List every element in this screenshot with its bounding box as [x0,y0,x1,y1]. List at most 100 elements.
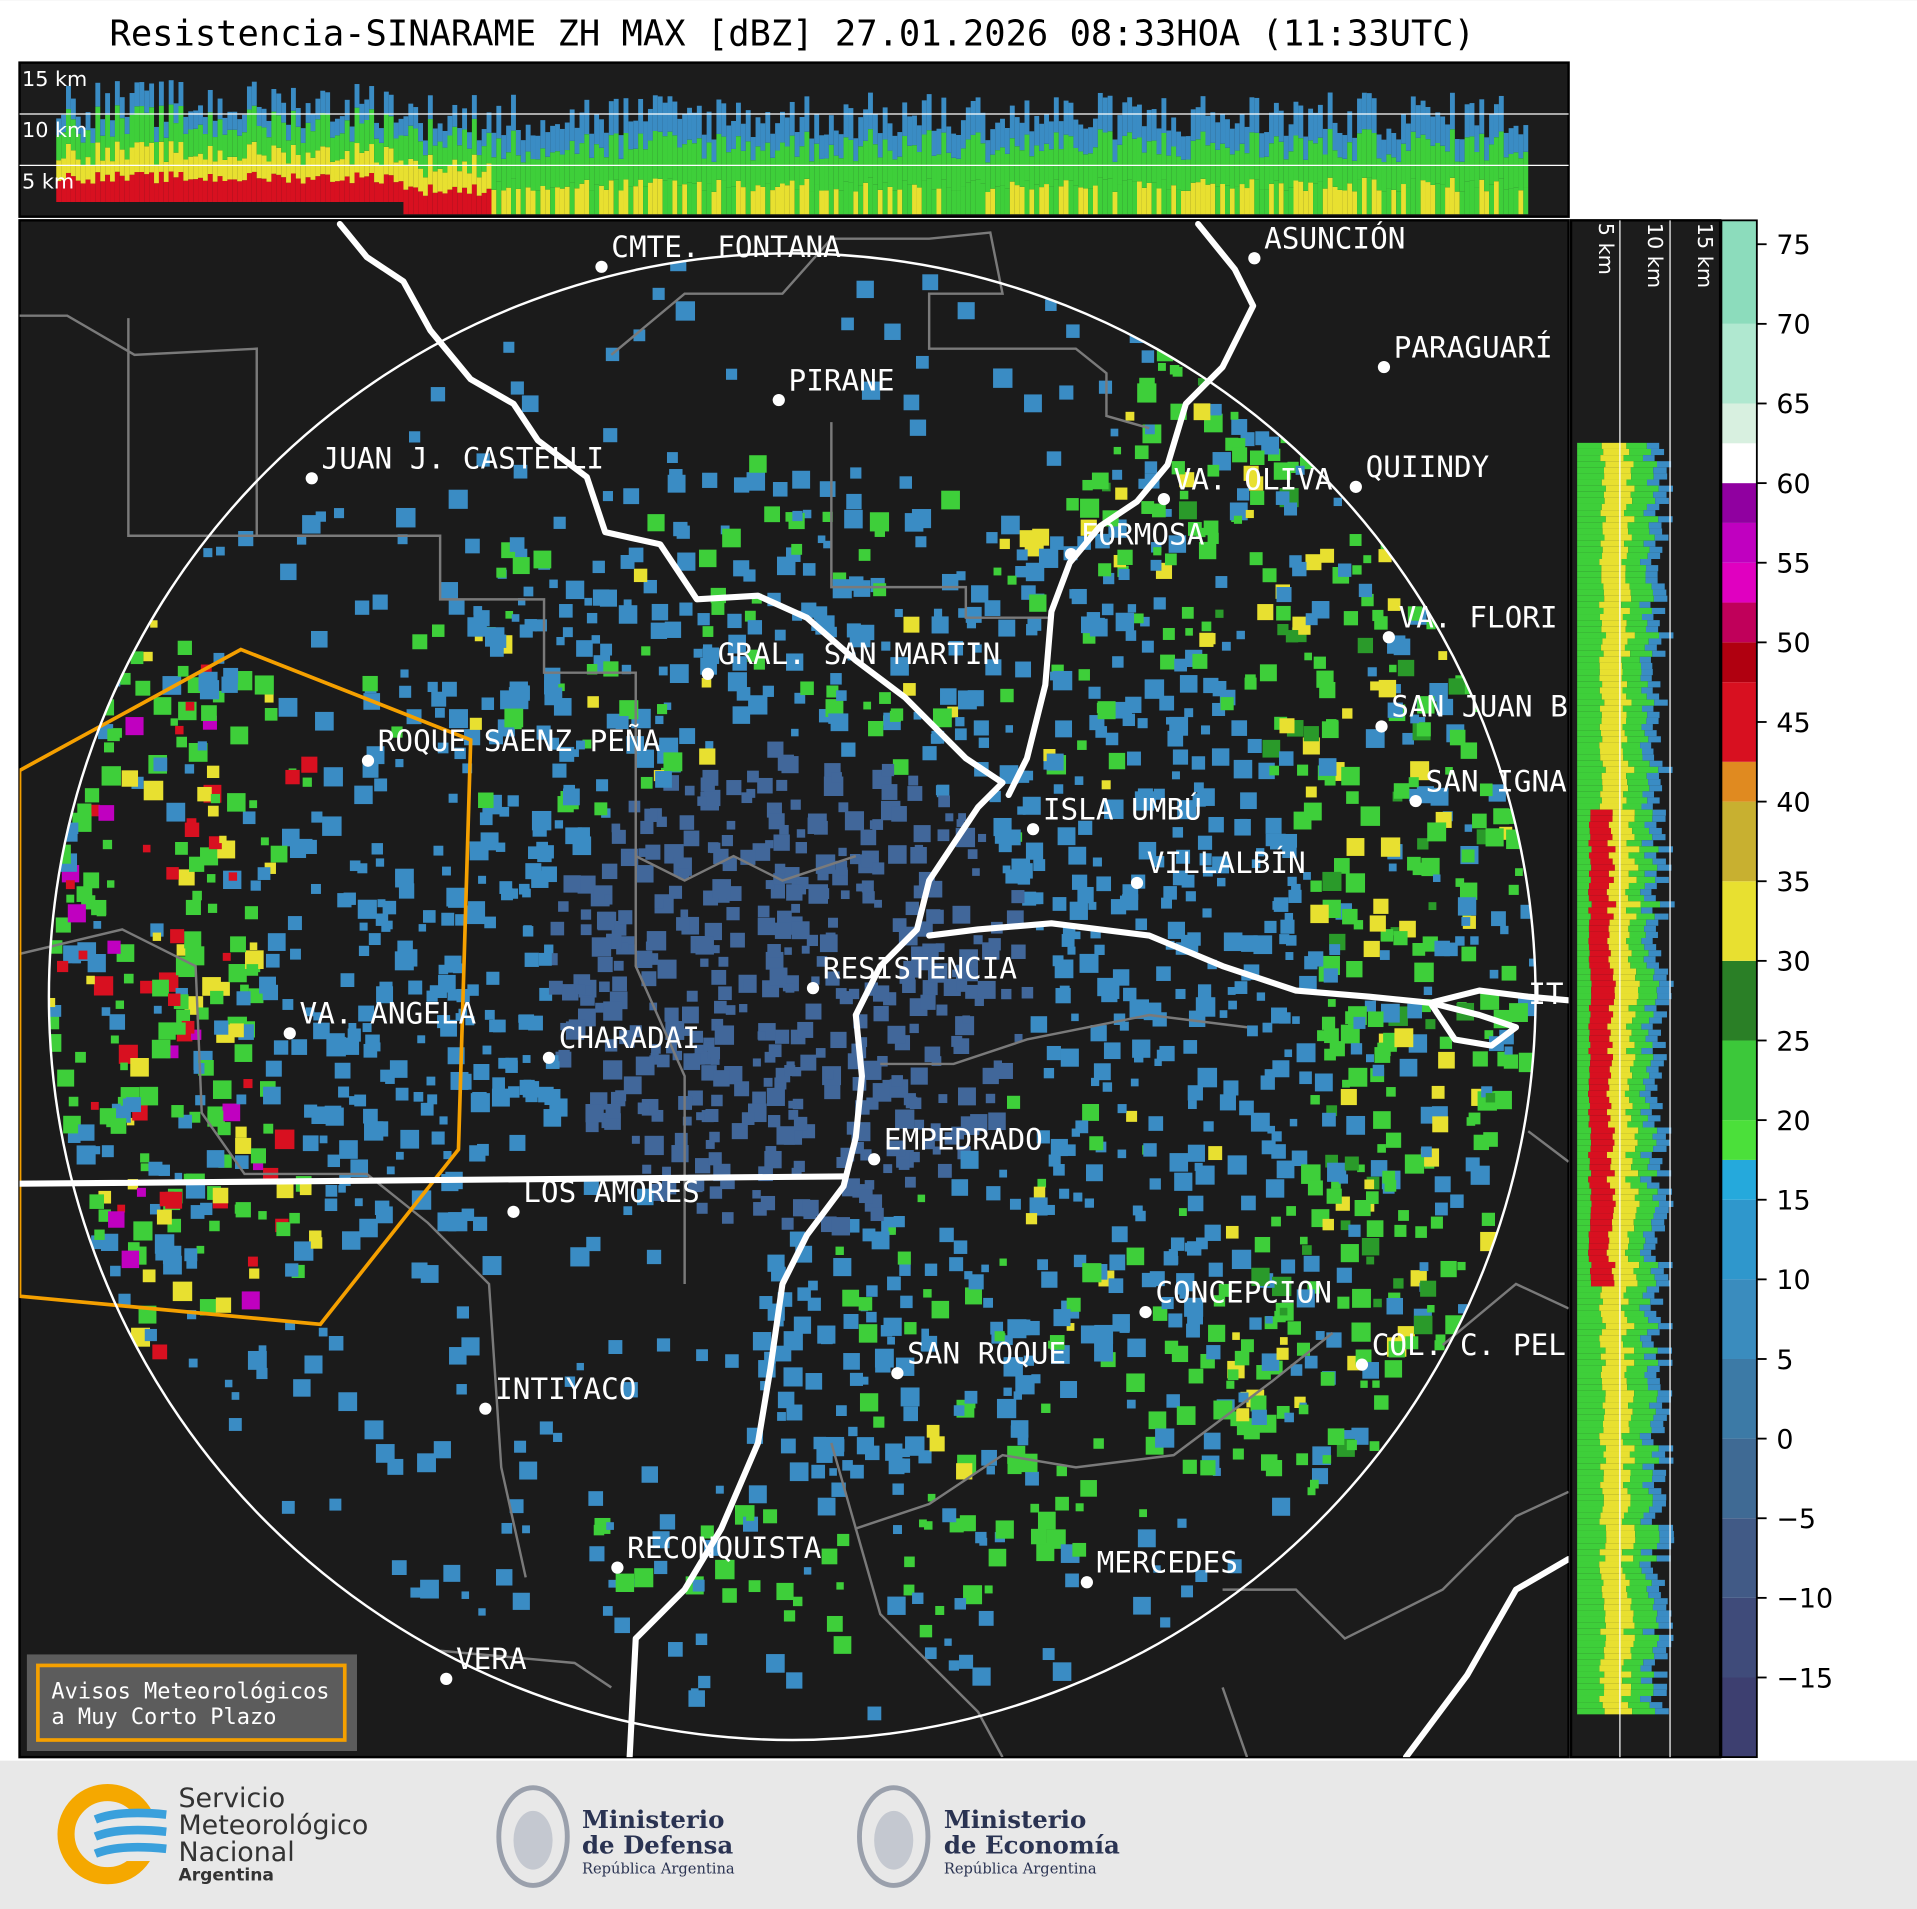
echo-column [667,131,673,179]
echo-cell [743,979,757,993]
echo-cell [764,506,780,523]
echo-cell [1006,1095,1021,1109]
echo-row [1604,1683,1632,1690]
echo-column [418,141,424,169]
echo-cell [1372,1064,1385,1077]
echo-cell [826,1615,843,1632]
echo-cell [212,1080,232,1099]
echo-row [1600,614,1623,621]
echo-column [349,126,355,142]
echo-cell [998,839,1012,853]
echo-row [1649,1158,1663,1165]
echo-row [1612,858,1635,865]
echo-cell [543,1109,562,1127]
city-label: GRAL. SAN MARTIN [718,637,1001,671]
echo-row [1629,931,1646,938]
echo-cell [1321,1016,1336,1030]
echo-cell [1470,1165,1490,1185]
echo-cell [1187,1144,1205,1162]
echo-column [1435,142,1441,184]
echo-cell [200,847,219,866]
echo-row [1642,1341,1654,1348]
echo-column [564,150,570,187]
echo-row [1577,968,1591,975]
echo-cell [873,1416,885,1428]
echo-cell [1223,932,1243,952]
admin-borders-part [19,314,258,537]
echo-column [941,97,947,133]
echo-row [1604,1689,1631,1696]
echo-cell [1015,566,1027,578]
echo-cell [110,1035,119,1044]
echo-column [1190,140,1196,183]
echo-row [1611,1268,1634,1275]
echo-column [868,92,873,130]
echo-column [408,186,414,215]
echo-cell [489,730,503,745]
echo-row [1646,919,1659,926]
echo-cell [1369,1441,1380,1451]
echo-row [1656,1616,1671,1623]
echo-column [154,164,159,184]
echo-column [207,145,213,174]
echo-cell [615,1090,627,1102]
echo-cell [1174,658,1187,672]
echo-cell [140,980,153,994]
echo-column [271,145,277,174]
rivers-part [1402,1556,1569,1758]
echo-row [1626,503,1647,511]
echo-column [193,110,199,129]
echo-cell [524,952,539,967]
echo-cell [850,467,862,479]
echo-cell [873,583,887,597]
echo-cell [513,464,528,479]
echo-cell [585,1104,604,1123]
echo-column [990,188,996,215]
echo-cell [92,1146,101,1155]
echo-row [1588,889,1607,896]
echo-row [1621,1665,1641,1672]
echo-row [1577,1463,1601,1470]
echo-cell [848,1426,858,1437]
echo-column [555,124,560,152]
echo-cell [603,1001,623,1021]
echo-cell [711,1018,724,1031]
echo-column [388,116,394,149]
echo-column [1401,113,1406,144]
echo-cell [67,1130,81,1143]
echo-cell [1185,891,1196,902]
echo-cell [1135,1210,1146,1222]
echo-cell [890,657,909,676]
echo-cell [1410,761,1430,781]
echo-cell [413,1091,424,1102]
echo-cell [364,1420,384,1440]
echo-cell [1143,1143,1157,1157]
echo-row [1626,620,1648,627]
echo-column [1430,184,1436,215]
echo-row [1640,1695,1652,1703]
echo-row [1650,1060,1664,1067]
echo-column [965,139,971,183]
echo-cell [708,1152,722,1166]
echo-cell [767,741,784,758]
echo-cell [1348,1224,1361,1237]
echo-column [613,98,619,134]
echo-cell [777,1412,786,1421]
echo-cell [802,563,816,576]
echo-column [217,119,223,151]
echo-column [941,132,947,180]
echo-cell [250,1148,267,1164]
echo-row [1577,754,1601,761]
echo-column [183,180,189,203]
echo-column [897,132,903,157]
echo-cell [1148,1411,1167,1430]
echo-column [80,127,86,143]
echo-row [1626,1023,1642,1030]
echo-column [599,185,604,215]
echo-column [222,180,228,203]
echo-cell [503,341,515,353]
echo-column [535,135,541,160]
echo-row [1640,675,1652,682]
echo-column [178,142,184,173]
echo-cell [733,560,750,577]
